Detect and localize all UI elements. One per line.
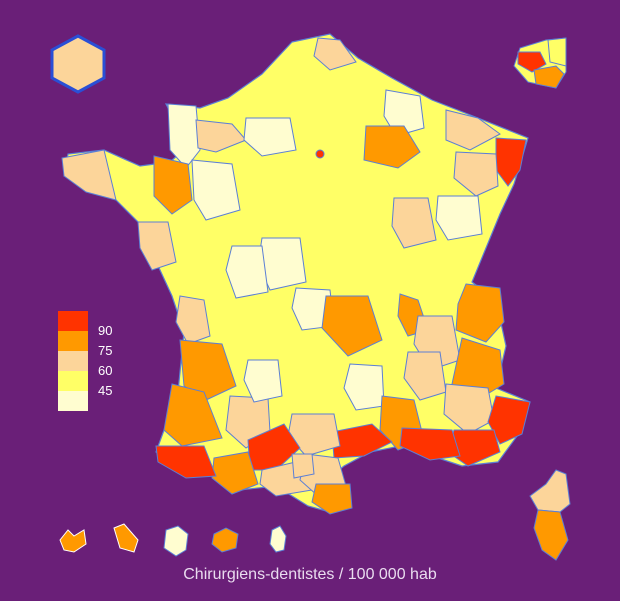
- department-regions: [61, 37, 531, 515]
- inset-guyane[interactable]: [163, 525, 189, 557]
- dept-orange-gironde[interactable]: [163, 383, 223, 447]
- dept-pale-loire[interactable]: [191, 159, 241, 221]
- corse-south: [533, 509, 569, 561]
- inset-mayotte[interactable]: [269, 525, 287, 553]
- dept-tan-vaucluse[interactable]: [443, 383, 495, 435]
- dept-red-bouches-du-rhone[interactable]: [399, 427, 461, 461]
- inset-guadeloupe[interactable]: [59, 529, 87, 553]
- dept-pale-east[interactable]: [383, 89, 425, 137]
- dept-tan-nord[interactable]: [313, 37, 357, 71]
- dept-orange-pyrenees-orientales[interactable]: [311, 483, 353, 515]
- inset-paris[interactable]: [513, 37, 567, 89]
- dept-orange-brittany[interactable]: [153, 155, 193, 215]
- dept-red-pyrenees-atlantiques[interactable]: [155, 445, 217, 479]
- dept-red-herault[interactable]: [331, 423, 393, 459]
- dept-pale-north-center[interactable]: [243, 117, 297, 157]
- dept-pale-indre[interactable]: [225, 245, 269, 299]
- dept-pale-jura[interactable]: [435, 195, 483, 241]
- inset-overseas: [59, 523, 287, 557]
- dept-tan-vienne[interactable]: [175, 295, 211, 345]
- dept-orange-charente-maritime[interactable]: [179, 339, 237, 401]
- corse-north: [529, 469, 571, 513]
- legend-tick-60: 60: [98, 363, 113, 378]
- dept-tan-lorraine[interactable]: [453, 151, 499, 197]
- inset-martinique[interactable]: [113, 523, 139, 553]
- inset-paris-yellow: [547, 37, 567, 67]
- legend-tick-45: 45: [98, 383, 113, 398]
- dept-orange-cantal[interactable]: [321, 295, 383, 357]
- dept-tan-tarn[interactable]: [291, 453, 315, 479]
- inset-corse[interactable]: [529, 469, 571, 561]
- legend-swatch-1: [58, 311, 88, 331]
- dept-pale-haute-vienne[interactable]: [243, 359, 283, 403]
- dept-tan-haute-saone[interactable]: [391, 197, 437, 249]
- hexagon-badge-icon[interactable]: [50, 34, 106, 94]
- legend-tick-90: 90: [98, 323, 113, 338]
- inset-paris-red: [517, 51, 547, 73]
- legend-swatch-4: [58, 371, 88, 391]
- dept-tan-ardeche[interactable]: [403, 351, 447, 401]
- dept-tan-west-brittany[interactable]: [61, 149, 117, 201]
- dept-tan-north-east[interactable]: [445, 109, 501, 151]
- legend-swatch-5: [58, 391, 88, 411]
- dept-red-paris[interactable]: [315, 149, 325, 159]
- dept-pale-lozere[interactable]: [343, 363, 385, 411]
- map-title: Chirurgiens-dentistes / 100 000 hab: [183, 566, 437, 583]
- legend-tick-75: 75: [98, 343, 113, 358]
- legend-swatch-2: [58, 331, 88, 351]
- dept-pale-normandy-coast[interactable]: [167, 103, 201, 169]
- inset-la-reunion[interactable]: [211, 527, 239, 553]
- dept-orange-marne[interactable]: [363, 125, 421, 169]
- dept-red-alpes-maritimes[interactable]: [487, 395, 531, 445]
- dept-tan-vendee[interactable]: [137, 221, 177, 271]
- dept-orange-savoie[interactable]: [455, 283, 505, 343]
- inset-paris-orange: [533, 65, 565, 89]
- legend-swatch-3: [58, 351, 88, 371]
- dept-tan-calvados[interactable]: [195, 119, 247, 153]
